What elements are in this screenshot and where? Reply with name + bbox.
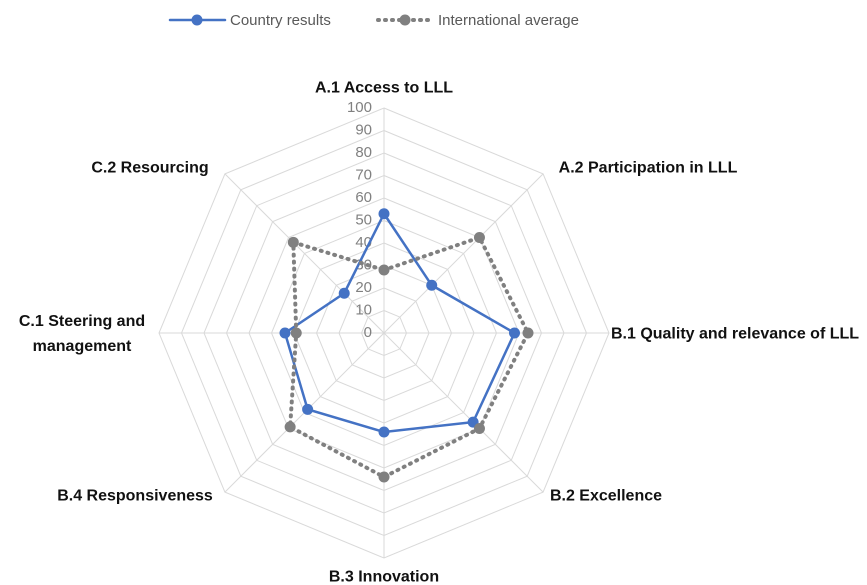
- axis-label: C.1 Steering and management: [18, 313, 146, 355]
- data-point: [284, 421, 296, 433]
- y-tick-label: 50: [355, 211, 372, 228]
- axis-label: B.1 Quality and relevance of LLL: [610, 325, 860, 343]
- y-tick-label: 60: [355, 189, 372, 206]
- axis-label: C.2 Resourcing: [91, 159, 209, 177]
- data-point: [338, 287, 350, 299]
- data-point: [473, 422, 485, 434]
- legend-label: International average: [438, 12, 579, 29]
- axis-label: B.4 Responsiveness: [57, 487, 213, 505]
- data-point: [522, 327, 534, 339]
- data-point: [279, 327, 291, 339]
- data-point: [378, 426, 390, 438]
- y-tick-label: 70: [355, 166, 372, 183]
- data-point: [473, 232, 485, 244]
- data-point: [287, 236, 299, 248]
- axis-label: A.1 Access to LLL: [314, 79, 454, 97]
- data-point: [302, 403, 314, 415]
- spoke: [224, 173, 385, 334]
- y-tick-label: 80: [355, 144, 372, 161]
- y-tick-label: 20: [355, 279, 372, 296]
- axis-label: B.2 Excellence: [549, 487, 663, 505]
- axis-label: B.3 Innovation: [328, 568, 440, 585]
- y-tick-label: 100: [347, 99, 372, 116]
- data-point: [378, 471, 390, 483]
- axis-label: A.2 Participation in LLL: [558, 159, 738, 177]
- y-tick-label: 10: [355, 301, 372, 318]
- spoke: [383, 332, 544, 493]
- y-tick-label: 0: [364, 324, 372, 341]
- data-point: [378, 208, 390, 220]
- legend-marker: [399, 14, 411, 26]
- data-point: [378, 264, 390, 276]
- data-point: [509, 327, 520, 339]
- series-line: [283, 211, 517, 434]
- spoke: [383, 173, 544, 334]
- y-tick-label: 90: [355, 121, 372, 138]
- data-point: [426, 279, 438, 291]
- data-point: [290, 327, 302, 339]
- legend-marker: [191, 14, 203, 26]
- legend-label: Country results: [230, 12, 331, 29]
